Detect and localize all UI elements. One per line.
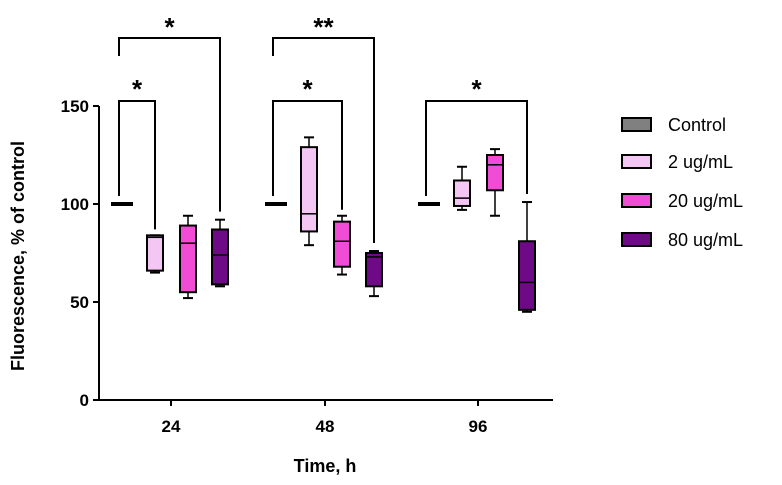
legend-swatch bbox=[621, 232, 652, 247]
y-tick-label: 0 bbox=[80, 391, 89, 410]
box-80-ug-ml-24 bbox=[211, 228, 229, 286]
box-2-ug-ml-24 bbox=[146, 234, 164, 272]
box-80-ug-ml-48 bbox=[365, 252, 383, 288]
legend-label: 2 ug/mL bbox=[668, 152, 733, 172]
box-20-ug-ml-48 bbox=[333, 220, 351, 268]
box-20-ug-ml-24 bbox=[179, 224, 197, 294]
x-axis-title: Time, h bbox=[294, 456, 357, 476]
legend-label: 20 ug/mL bbox=[668, 191, 743, 211]
legend-swatch bbox=[621, 154, 652, 169]
significance-star: ** bbox=[313, 12, 334, 42]
box-2-ug-ml-96 bbox=[453, 179, 471, 207]
significance-star: * bbox=[471, 74, 482, 104]
significance-bracket bbox=[425, 100, 528, 196]
x-tick-label: 24 bbox=[162, 417, 181, 436]
box-2-ug-ml-48 bbox=[300, 146, 318, 233]
x-tick-label: 96 bbox=[469, 417, 488, 436]
y-tick-label: 50 bbox=[70, 293, 89, 312]
x-tick-label: 48 bbox=[316, 417, 335, 436]
significance-bracket bbox=[118, 100, 156, 230]
y-axis-title: Fluorescence, % of control bbox=[8, 141, 28, 371]
legend-label: Control bbox=[668, 115, 726, 135]
significance-star: * bbox=[164, 12, 175, 42]
significance-star: * bbox=[132, 74, 143, 104]
significance-bracket bbox=[272, 37, 375, 244]
legend-label: 80 ug/mL bbox=[668, 230, 743, 250]
significance-bracket bbox=[118, 37, 221, 212]
box-80-ug-ml-96 bbox=[518, 240, 536, 311]
legend-swatch bbox=[621, 193, 652, 208]
legend-swatch bbox=[621, 117, 652, 132]
significance-bracket bbox=[272, 100, 343, 210]
box-20-ug-ml-96 bbox=[486, 154, 504, 192]
y-tick-label: 100 bbox=[61, 195, 89, 214]
significance-star: * bbox=[302, 74, 313, 104]
y-tick-label: 150 bbox=[61, 97, 89, 116]
